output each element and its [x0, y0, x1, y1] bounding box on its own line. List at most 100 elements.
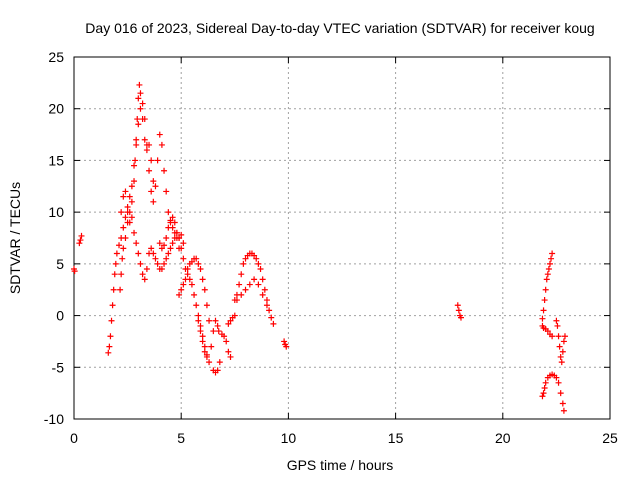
data-point [195, 317, 202, 324]
data-point [188, 281, 195, 288]
data-point [560, 407, 567, 414]
data-point [557, 390, 564, 397]
data-point [143, 266, 150, 273]
data-point [212, 317, 219, 324]
data-point [109, 302, 116, 309]
data-point [543, 276, 550, 283]
data-point [539, 315, 546, 322]
y-tick-label: -5 [52, 359, 65, 375]
data-point [540, 307, 547, 314]
data-point [225, 348, 232, 355]
data-point [119, 255, 126, 262]
data-point [154, 157, 161, 164]
data-point [546, 260, 553, 267]
data-point [135, 250, 142, 257]
data-point [197, 328, 204, 335]
data-point [141, 136, 148, 143]
data-point [107, 333, 114, 340]
data-point [545, 266, 552, 273]
data-point [131, 162, 138, 169]
data-point [281, 338, 288, 345]
data-point [557, 353, 564, 360]
data-point [150, 250, 157, 257]
data-point [195, 260, 202, 267]
series-arc-16 [539, 250, 556, 322]
data-point [131, 178, 138, 185]
x-tick-label: 20 [495, 430, 511, 446]
series-arc-01 [71, 266, 78, 275]
data-point [548, 255, 555, 262]
data-point [163, 188, 170, 195]
data-point [549, 250, 556, 257]
series-arc-09 [210, 359, 223, 376]
series-arc-12 [231, 250, 277, 327]
data-point [541, 297, 548, 304]
data-point [169, 240, 176, 247]
data-point [176, 235, 183, 241]
data-point [231, 312, 238, 319]
data-point [161, 242, 168, 249]
data-point [251, 276, 258, 283]
data-point [135, 95, 142, 102]
data-point [128, 198, 135, 205]
data-point [146, 167, 153, 174]
data-point [169, 214, 176, 221]
data-point [201, 343, 208, 350]
data-point [240, 260, 247, 267]
data-point [225, 320, 232, 327]
y-axis-label: SDTVAR / TECUs [7, 182, 23, 294]
data-point [266, 307, 273, 314]
data-point [126, 219, 133, 226]
data-point [184, 271, 191, 278]
data-point [541, 384, 548, 391]
data-point [105, 349, 112, 356]
data-point [180, 255, 187, 262]
y-tick-label: 20 [48, 101, 64, 117]
x-tick-label: 5 [177, 430, 185, 446]
y-axis: -10 -5 0 5 10 15 20 25 [44, 49, 610, 427]
data-point [199, 338, 206, 345]
data-point [167, 217, 174, 224]
data-point [210, 328, 217, 335]
y-tick-label: 25 [48, 49, 64, 65]
data-point [238, 291, 245, 298]
data-point [542, 379, 549, 386]
data-point [156, 131, 163, 138]
data-point [120, 193, 127, 200]
data-point [133, 141, 140, 148]
plot-frame [73, 56, 611, 420]
data-point [227, 353, 234, 360]
data-point [255, 260, 262, 267]
data-point [122, 235, 129, 241]
data-point [112, 260, 119, 267]
data-point [178, 286, 185, 293]
data-point [263, 297, 270, 304]
data-point [148, 245, 155, 252]
data-point [227, 317, 234, 324]
data-point [270, 320, 277, 327]
data-point [193, 302, 200, 309]
data-point [136, 81, 143, 88]
data-point [133, 136, 140, 143]
data-point [544, 271, 551, 278]
data-point [122, 188, 129, 195]
chart-title: Day 016 of 2023, Sidereal Day-to-day VTE… [85, 20, 594, 36]
data-point [135, 121, 142, 128]
series-arc-04 [117, 81, 157, 293]
data-point [71, 268, 78, 275]
data-point [165, 209, 172, 216]
data-point [539, 393, 546, 400]
data-point [152, 255, 159, 262]
data-point [139, 100, 146, 107]
data-point [561, 333, 568, 340]
data-point [191, 291, 198, 298]
series-arc-18 [539, 371, 567, 414]
data-point [137, 105, 144, 112]
data-point [259, 291, 266, 298]
data-point [148, 157, 155, 164]
data-point [208, 343, 215, 350]
data-point [197, 322, 204, 329]
data-point [559, 400, 566, 407]
data-point [236, 281, 243, 288]
